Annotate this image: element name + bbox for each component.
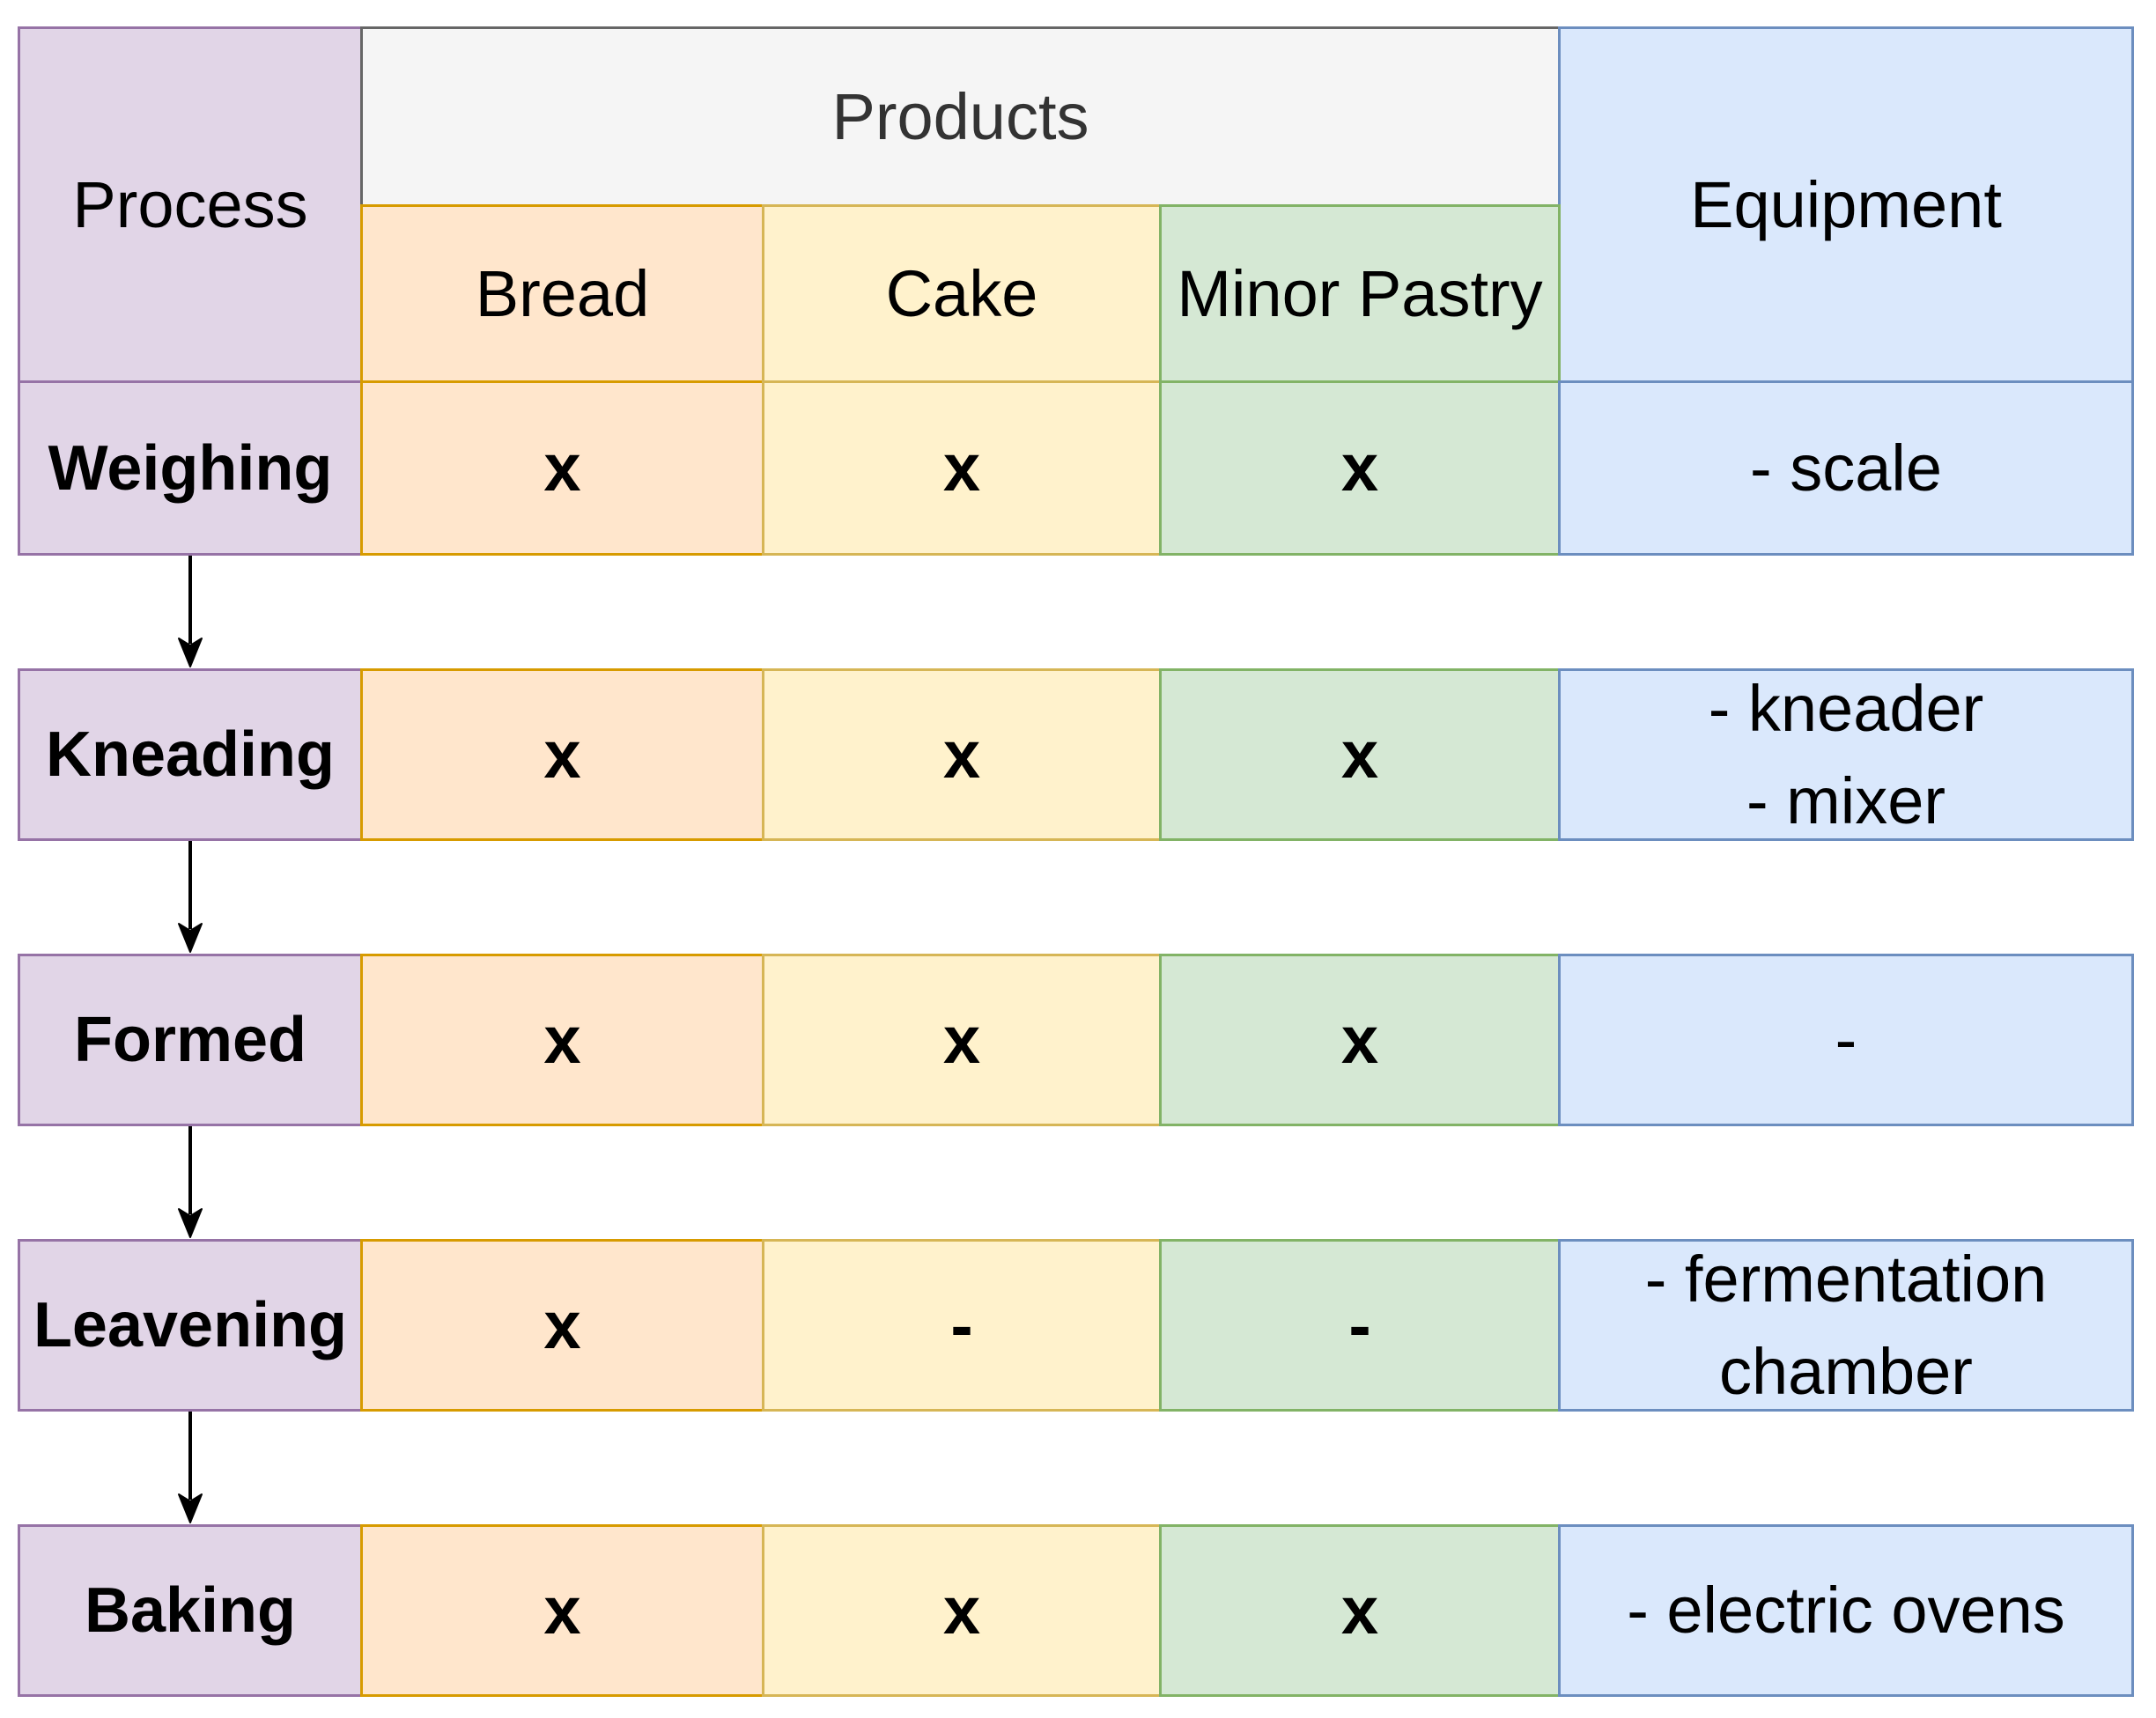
flow-arrow-kneading-formed	[178, 841, 203, 953]
cell-formed-bread: x	[360, 954, 764, 1126]
cell-baking-equipment: - electric ovens	[1558, 1524, 2134, 1697]
cell-weighing-equipment: - scale	[1558, 380, 2134, 556]
bread-header-cell: Bread	[360, 204, 764, 383]
cake-header-cell: Cake	[762, 204, 1162, 383]
products-header-cell: Products	[360, 26, 1561, 207]
cell-baking-bread: x	[360, 1524, 764, 1697]
cell-leavening-cake: -	[762, 1239, 1162, 1412]
cell-kneading-bread: x	[360, 668, 764, 841]
process-step-formed: Formed	[18, 954, 363, 1126]
cell-kneading-cake: x	[762, 668, 1162, 841]
process-step-baking: Baking	[18, 1524, 363, 1697]
cell-kneading-equipment: - kneader - mixer	[1558, 668, 2134, 841]
cell-formed-cake: x	[762, 954, 1162, 1126]
cell-leavening-equipment: - fermentation chamber	[1558, 1239, 2134, 1412]
equipment-header-cell: Equipment	[1558, 26, 2134, 383]
cell-formed-equipment: -	[1558, 954, 2134, 1126]
process-step-leavening: Leavening	[18, 1239, 363, 1412]
flow-arrow-weighing-kneading	[178, 556, 203, 667]
process-step-weighing: Weighing	[18, 380, 363, 556]
flow-arrow-leavening-baking	[178, 1412, 203, 1523]
cell-kneading-minor-pastry: x	[1159, 668, 1561, 841]
cell-baking-minor-pastry: x	[1159, 1524, 1561, 1697]
minor-pastry-header-cell: Minor Pastry	[1159, 204, 1561, 383]
cell-baking-cake: x	[762, 1524, 1162, 1697]
cell-weighing-bread: x	[360, 380, 764, 556]
cell-formed-minor-pastry: x	[1159, 954, 1561, 1126]
process-header-cell: Process	[18, 26, 363, 383]
cell-weighing-minor-pastry: x	[1159, 380, 1561, 556]
cell-leavening-bread: x	[360, 1239, 764, 1412]
cell-leavening-minor-pastry: -	[1159, 1239, 1561, 1412]
cell-weighing-cake: x	[762, 380, 1162, 556]
process-step-kneading: Kneading	[18, 668, 363, 841]
flow-arrow-formed-leavening	[178, 1126, 203, 1238]
